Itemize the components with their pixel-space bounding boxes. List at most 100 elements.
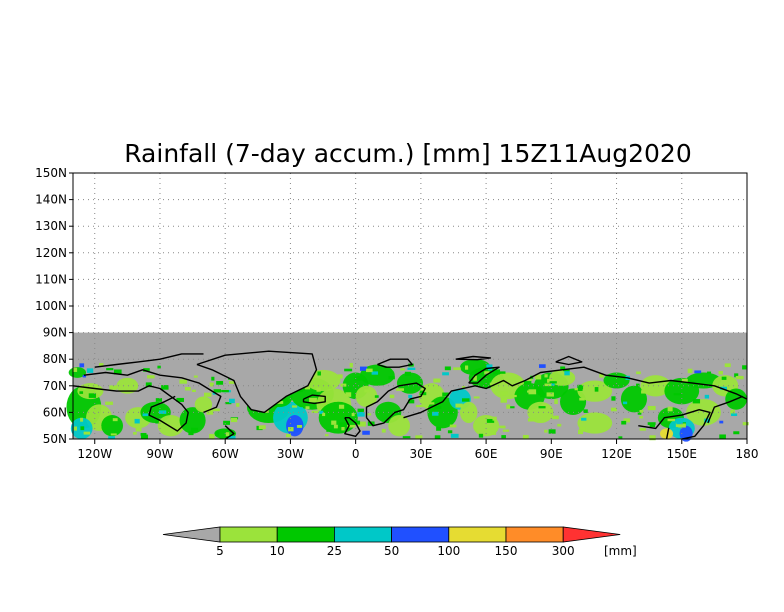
rain-speck	[176, 397, 184, 402]
rain-speck	[500, 426, 506, 429]
rain-speck	[599, 373, 604, 378]
colorbar-over-triangle	[562, 526, 621, 543]
rain-speck	[236, 403, 240, 407]
rain-speck	[305, 406, 310, 410]
rain-speck	[583, 409, 588, 413]
rain-speck	[442, 372, 449, 376]
rain-speck	[618, 436, 623, 439]
rain-speck	[341, 426, 345, 431]
rain-speck	[501, 435, 506, 439]
rain-speck	[295, 407, 303, 410]
rain-speck	[433, 378, 441, 383]
rain-speck	[221, 389, 229, 393]
rain-speck	[229, 398, 235, 404]
rain-speck	[333, 424, 338, 429]
latitude-axis: 150N 140N 130N 120N 110N 100N 90N 80N 70N 60N 50N	[35, 166, 73, 446]
rain-speck	[191, 427, 199, 432]
rain-speck	[340, 383, 347, 387]
rain-speck	[415, 404, 424, 408]
rain-speck	[309, 397, 317, 403]
coastline	[707, 395, 743, 424]
rain-speck	[455, 403, 463, 408]
rain-speck	[212, 408, 220, 412]
rain-speck	[500, 391, 508, 396]
rain-speck	[230, 417, 238, 423]
rain-speck	[351, 412, 355, 417]
rain-speck	[82, 374, 87, 378]
rain-speck	[733, 431, 740, 435]
colorbar-label: 150	[495, 544, 518, 558]
rain-speck	[681, 378, 688, 383]
rain-speck	[564, 370, 570, 376]
rain-speck	[499, 371, 506, 374]
colorbar-label: 25	[327, 544, 342, 558]
rain-speck	[649, 435, 656, 441]
rain-patch	[355, 385, 378, 408]
rain-speck	[623, 418, 631, 423]
rain-speck	[473, 375, 477, 381]
rain-speck	[692, 399, 701, 404]
rain-speck	[647, 405, 656, 411]
rain-speck	[227, 435, 236, 440]
coastline	[302, 394, 326, 405]
rain-speck	[347, 424, 356, 428]
colorbar-unit: [mm]	[604, 544, 637, 558]
rain-speck	[225, 432, 230, 437]
rain-speck	[109, 385, 117, 390]
rain-speck	[357, 376, 364, 381]
longitude-axis: 120W 90W 60W 30W 0 30E 60E 90E 120E 150E 180	[77, 439, 758, 461]
rain-patch	[318, 401, 358, 434]
rain-speck	[622, 401, 628, 405]
rain-speck	[547, 378, 552, 383]
coastline	[638, 409, 711, 440]
rain-speck	[484, 371, 490, 375]
colorbar-segment	[219, 526, 278, 543]
rain-speck	[86, 368, 94, 373]
rain-speck	[407, 399, 415, 404]
rain-speck	[79, 363, 85, 368]
rain-speck	[434, 435, 441, 439]
rain-speck	[161, 385, 169, 390]
lon-tick-label: 120E	[601, 447, 632, 461]
rain-speck	[489, 382, 498, 386]
rain-speck	[549, 381, 557, 384]
rain-speck	[147, 375, 155, 379]
rain-speck	[276, 401, 284, 404]
lat-tick-label: 60N	[43, 405, 67, 419]
colorbar-under-triangle	[162, 526, 221, 543]
rain-speck	[88, 393, 97, 398]
rain-speck	[106, 368, 114, 371]
rain-speck	[381, 428, 386, 433]
lat-tick-label: 150N	[35, 166, 67, 180]
rain-speck	[554, 399, 558, 404]
rain-speck	[534, 374, 542, 380]
rain-speck	[338, 404, 345, 409]
rain-patch	[101, 415, 124, 437]
rain-speck	[579, 397, 585, 401]
coastline	[224, 425, 235, 440]
rain-speck	[500, 397, 507, 403]
coastline	[196, 350, 318, 414]
rain-speck	[211, 376, 215, 381]
rain-speck	[667, 406, 673, 412]
rain-speck	[577, 386, 583, 391]
lat-tick-label: 140N	[35, 193, 67, 207]
rain-speck	[359, 366, 368, 371]
rain-speck	[357, 411, 365, 417]
rain-speck	[215, 431, 220, 436]
rain-patch	[194, 396, 213, 413]
rain-speck	[112, 418, 118, 422]
rain-speck	[742, 422, 749, 426]
coastline	[83, 369, 222, 414]
rain-patch	[577, 412, 613, 434]
rain-speck	[447, 430, 453, 434]
coastline	[72, 385, 189, 432]
rain-speck	[354, 376, 360, 381]
lon-tick-label: 90E	[540, 447, 563, 461]
coastline	[365, 382, 426, 427]
rain-speck	[731, 413, 738, 417]
colorbar-segment	[333, 526, 392, 543]
rain-speck	[203, 392, 212, 397]
rain-speck	[322, 412, 326, 417]
